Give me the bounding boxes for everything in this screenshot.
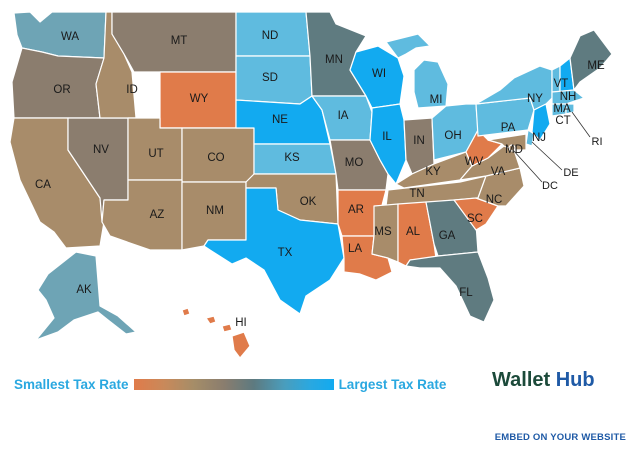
label-SC: SC (467, 213, 483, 225)
label-ID: ID (126, 84, 138, 96)
label-MS: MS (374, 226, 392, 238)
label-AL: AL (406, 226, 421, 238)
label-IN: IN (413, 135, 425, 147)
label-WA: WA (61, 31, 79, 43)
label-OH: OH (444, 130, 461, 142)
label-UT: UT (148, 148, 163, 160)
label-DC: DC (542, 180, 558, 192)
label-TX: TX (278, 247, 293, 259)
legend-low-label: Smallest Tax Rate (14, 376, 129, 392)
label-WI: WI (372, 68, 386, 80)
state-OR[interactable] (11, 47, 105, 119)
label-NC: NC (486, 194, 503, 206)
label-NM: NM (206, 205, 224, 217)
label-TN: TN (409, 188, 424, 200)
label-KS: KS (284, 152, 300, 164)
label-MT: MT (171, 35, 188, 47)
wallethub-logo[interactable]: Wallet Hub (492, 369, 595, 392)
logo-part-wallet: Wallet (492, 369, 551, 391)
label-ND: ND (262, 30, 279, 42)
state-MA[interactable] (551, 89, 585, 105)
label-IL: IL (382, 131, 392, 143)
label-IA: IA (338, 110, 349, 122)
state-IL[interactable] (369, 103, 407, 185)
state-RI[interactable] (565, 103, 575, 115)
label-HI: HI (235, 317, 247, 329)
label-MN: MN (325, 54, 343, 66)
label-GA: GA (439, 230, 456, 242)
state-TX[interactable] (203, 187, 345, 315)
label-VA: VA (491, 166, 506, 178)
state-MI[interactable] (385, 33, 449, 109)
label-NY: NY (527, 93, 543, 105)
label-WY: WY (190, 93, 209, 105)
tax-rate-legend: Smallest Tax Rate Largest Tax Rate (14, 374, 484, 394)
legend-high-label: Largest Tax Rate (338, 376, 447, 392)
label-PA: PA (501, 122, 516, 134)
label-OK: OK (300, 196, 317, 208)
label-ME: ME (587, 60, 605, 72)
label-CT: CT (555, 115, 570, 127)
label-NE: NE (272, 114, 288, 126)
label-NV: NV (93, 144, 109, 156)
label-CO: CO (207, 152, 224, 164)
label-CA: CA (35, 179, 51, 191)
label-WV: WV (465, 156, 484, 168)
leader-DE (531, 141, 563, 171)
state-FL[interactable] (405, 251, 495, 323)
label-AK: AK (76, 284, 92, 296)
state-DC[interactable] (508, 144, 516, 152)
state-ME[interactable] (569, 29, 613, 91)
label-RI: RI (592, 136, 603, 148)
embed-link[interactable]: EMBED ON YOUR WEBSITE (494, 432, 626, 443)
state-NJ[interactable] (531, 103, 551, 141)
label-OR: OR (53, 84, 70, 96)
leader-DC (512, 149, 543, 183)
label-MI: MI (430, 94, 443, 106)
label-SD: SD (262, 72, 278, 84)
state-HI[interactable] (181, 307, 251, 359)
label-MO: MO (345, 157, 364, 169)
legend-color-scale (133, 378, 334, 390)
label-KY: KY (425, 166, 441, 178)
label-AR: AR (348, 204, 364, 216)
state-SC[interactable] (453, 197, 499, 231)
state-AK[interactable] (35, 251, 137, 341)
leader-RI (571, 111, 591, 138)
label-VT: VT (554, 78, 569, 90)
label-NH: NH (560, 91, 577, 103)
label-NJ: NJ (532, 132, 546, 144)
us-tax-rate-map: WA OR CA NV ID MT WY UT CO AZ NM ND SD N… (9, 11, 613, 359)
logo-part-hub: Hub (555, 369, 595, 391)
label-FL: FL (459, 287, 473, 299)
label-DE: DE (563, 167, 578, 179)
label-AZ: AZ (150, 209, 165, 221)
label-LA: LA (348, 243, 362, 255)
label-MA: MA (553, 103, 571, 115)
label-MD: MD (505, 144, 523, 156)
